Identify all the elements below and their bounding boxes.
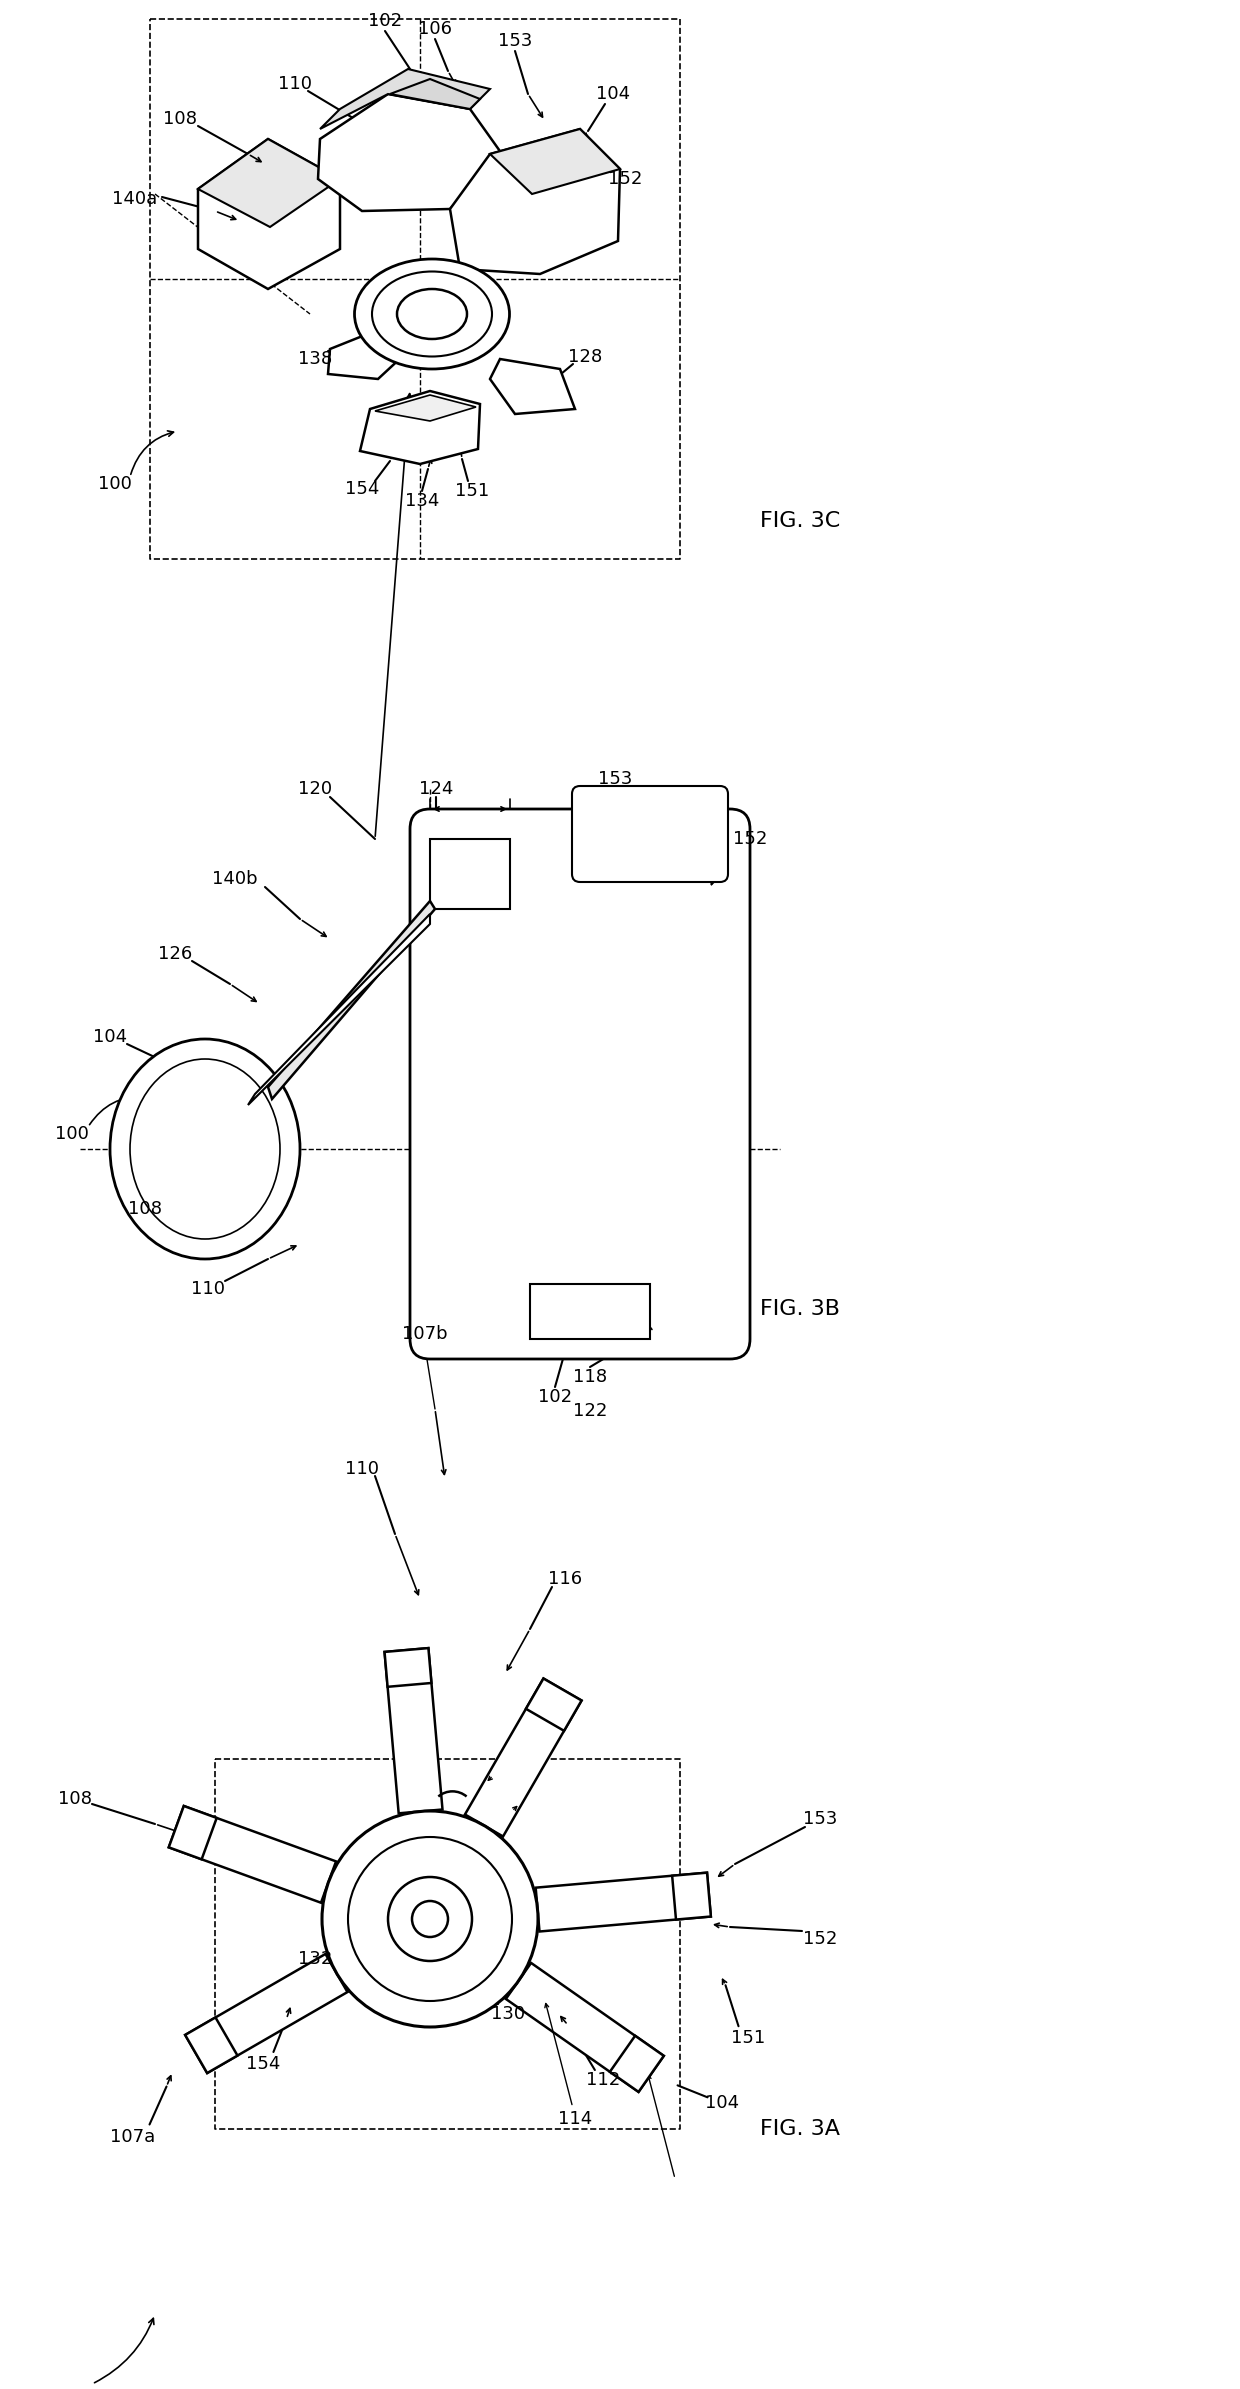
FancyBboxPatch shape: [572, 786, 728, 882]
Text: 154: 154: [345, 480, 379, 497]
Polygon shape: [490, 129, 620, 194]
Polygon shape: [430, 839, 510, 908]
Text: 116: 116: [548, 1570, 582, 1589]
Text: 153: 153: [497, 31, 532, 50]
Text: 140b: 140b: [212, 870, 258, 889]
Text: 140a: 140a: [113, 191, 157, 208]
Polygon shape: [329, 330, 405, 380]
Polygon shape: [465, 1679, 582, 1837]
Polygon shape: [169, 1806, 336, 1902]
Ellipse shape: [372, 272, 492, 356]
Text: 107a: 107a: [110, 2129, 155, 2145]
Text: 104: 104: [93, 1027, 126, 1046]
Ellipse shape: [355, 258, 510, 368]
Polygon shape: [450, 129, 620, 275]
Polygon shape: [248, 915, 430, 1106]
Polygon shape: [384, 1648, 432, 1687]
Circle shape: [322, 1811, 538, 2026]
Text: 124: 124: [419, 779, 453, 798]
Polygon shape: [490, 358, 575, 413]
Text: FIG. 3A: FIG. 3A: [760, 2119, 839, 2138]
Polygon shape: [506, 1964, 663, 2093]
Polygon shape: [526, 1679, 582, 1730]
Text: 104: 104: [596, 86, 630, 103]
Polygon shape: [169, 1806, 217, 1859]
Polygon shape: [391, 79, 480, 110]
Polygon shape: [185, 1954, 347, 2074]
Polygon shape: [384, 1648, 443, 1813]
Text: 154: 154: [247, 2055, 280, 2074]
Text: 126: 126: [157, 946, 192, 963]
Polygon shape: [198, 139, 340, 289]
Polygon shape: [536, 1873, 711, 1930]
Text: FIG. 3C: FIG. 3C: [760, 511, 841, 530]
Polygon shape: [610, 2035, 663, 2093]
Text: 112: 112: [585, 2071, 620, 2088]
Polygon shape: [317, 93, 502, 210]
Text: 102: 102: [368, 12, 402, 31]
Text: 100: 100: [55, 1125, 89, 1142]
Polygon shape: [374, 394, 476, 420]
Text: 110: 110: [278, 74, 312, 93]
Text: 151: 151: [732, 2028, 765, 2047]
Circle shape: [388, 1878, 472, 1961]
Polygon shape: [529, 1283, 650, 1338]
Text: 122: 122: [573, 1402, 608, 1419]
Text: 130: 130: [491, 2004, 525, 2023]
Ellipse shape: [110, 1039, 300, 1259]
Text: 108: 108: [128, 1199, 162, 1218]
Text: 153: 153: [802, 1811, 837, 1828]
FancyBboxPatch shape: [410, 810, 750, 1359]
Text: 118: 118: [573, 1369, 608, 1386]
Ellipse shape: [397, 289, 467, 339]
Text: 100: 100: [98, 475, 131, 492]
Text: 152: 152: [802, 1930, 837, 1947]
Ellipse shape: [130, 1058, 280, 1240]
Text: 114: 114: [558, 2109, 591, 2129]
Polygon shape: [185, 2016, 238, 2074]
Text: 152: 152: [608, 170, 642, 189]
Text: 108: 108: [162, 110, 197, 129]
Polygon shape: [672, 1873, 711, 1921]
Text: 110: 110: [191, 1281, 224, 1297]
Text: 102: 102: [538, 1388, 572, 1407]
Text: 110: 110: [345, 1460, 379, 1479]
Text: FIG. 3B: FIG. 3B: [760, 1300, 839, 1319]
Text: 120: 120: [298, 779, 332, 798]
Text: 128: 128: [568, 349, 603, 366]
Polygon shape: [268, 901, 435, 1099]
Circle shape: [348, 1837, 512, 2002]
Polygon shape: [198, 139, 340, 227]
Text: 104: 104: [706, 2095, 739, 2112]
Text: 107b: 107b: [402, 1326, 448, 1343]
Circle shape: [412, 1902, 448, 1937]
Text: 138: 138: [298, 351, 332, 368]
Text: 134: 134: [404, 492, 439, 509]
Text: 132: 132: [298, 1949, 332, 1969]
Text: 151: 151: [455, 483, 489, 499]
Text: 152: 152: [733, 829, 768, 848]
Text: 108: 108: [58, 1789, 92, 1808]
Polygon shape: [320, 69, 490, 129]
Text: 106: 106: [418, 19, 453, 38]
Text: 153: 153: [598, 769, 632, 788]
Polygon shape: [360, 392, 480, 463]
